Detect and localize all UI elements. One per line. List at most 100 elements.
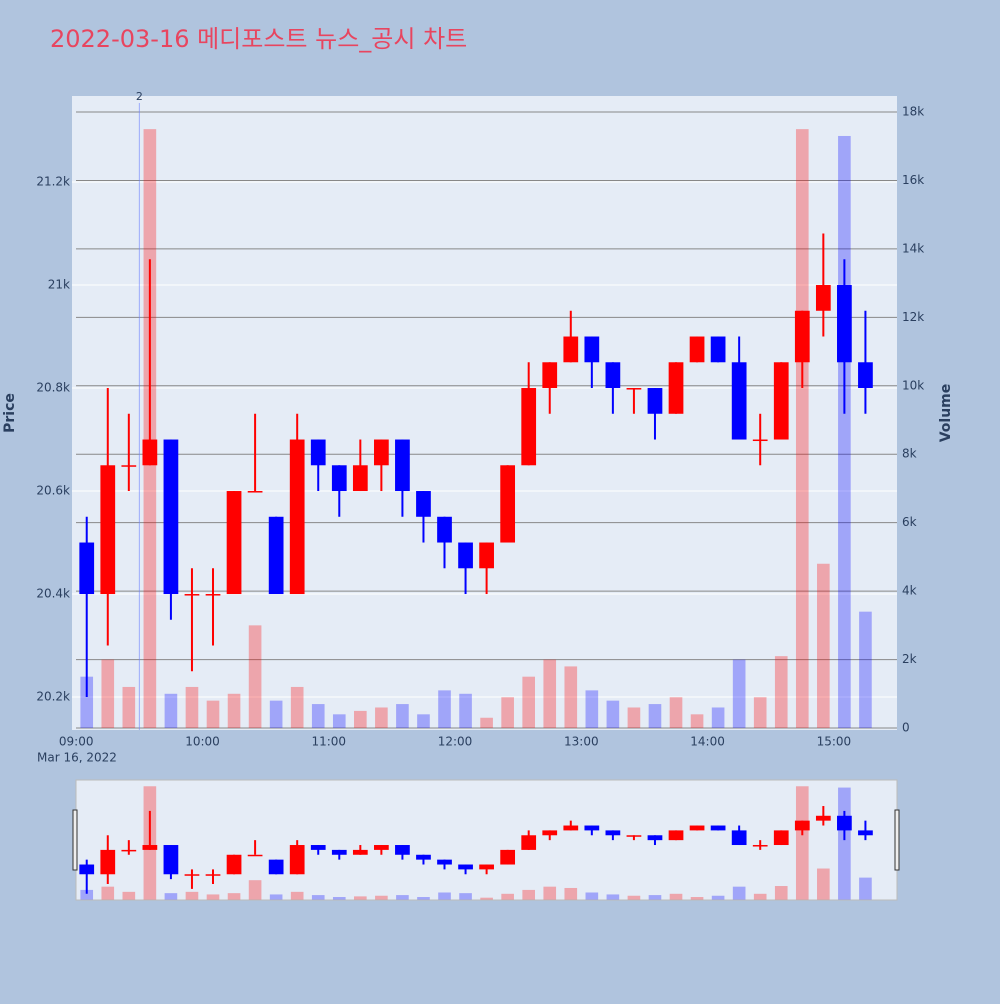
candle-body — [837, 285, 852, 363]
volume-bar — [206, 700, 220, 729]
slider-volume-bar — [269, 894, 283, 900]
candle-body — [416, 491, 431, 517]
slider-body — [626, 835, 642, 837]
y2-tick-label: 4k — [902, 584, 917, 598]
x-tick-label: 13:00 — [564, 735, 599, 749]
y2-tick-label: 10k — [902, 378, 924, 392]
volume-bar — [522, 676, 536, 729]
candle-body — [689, 336, 705, 363]
chart-title: 2022-03-16 메디포스트 뉴스_공시 차트 — [50, 25, 467, 53]
x-tick-label: 12:00 — [438, 735, 473, 749]
candle-body — [142, 439, 158, 466]
slider-body — [184, 874, 200, 876]
slider-body — [605, 830, 621, 836]
slider-body — [710, 825, 726, 831]
slider-body — [647, 835, 663, 841]
volume-bar — [480, 717, 493, 729]
candle-body — [647, 388, 663, 414]
y2-tick-label: 12k — [902, 310, 924, 324]
volume-bar — [290, 686, 304, 729]
candle-body — [352, 465, 368, 492]
volume-bar — [248, 625, 262, 729]
slider-volume-bar — [732, 886, 746, 900]
candle-body — [773, 362, 789, 440]
candle-body — [268, 516, 284, 595]
slider-volume-bar — [375, 895, 388, 900]
y2-tick-label: 16k — [902, 173, 924, 187]
slider-volume-bar — [838, 787, 851, 900]
slider-body — [437, 859, 452, 865]
volume-bar — [732, 659, 746, 729]
slider-body — [479, 864, 494, 870]
candle-body — [437, 516, 452, 543]
slider-body — [731, 830, 747, 846]
volume-bar — [185, 686, 199, 729]
slider-volume-bar — [354, 896, 367, 900]
slider-volume-bar — [332, 897, 346, 900]
y-tick-label: 21.2k — [36, 175, 70, 189]
slider-volume-bar — [101, 886, 115, 900]
x-sublabel: Mar 16, 2022 — [37, 751, 117, 765]
volume-bar — [417, 714, 430, 729]
slider-body — [858, 830, 873, 836]
slider-body — [226, 854, 242, 875]
volume-bar — [438, 690, 451, 729]
volume-bar — [501, 697, 514, 729]
slider-volume-bar — [311, 895, 325, 900]
slider-body — [268, 859, 284, 875]
slider-volume-bar — [80, 889, 94, 900]
y2-axis-title: Volume — [938, 384, 954, 443]
slider-body — [794, 820, 810, 831]
candle-body — [163, 439, 179, 595]
candle-body — [184, 594, 200, 596]
y-tick-label: 21k — [48, 278, 70, 292]
y2-tick-label: 14k — [902, 241, 924, 255]
volume-bar — [817, 563, 830, 729]
volume-bar — [164, 693, 178, 729]
slider-volume-bar — [248, 880, 262, 900]
slider-volume-bar — [290, 891, 304, 900]
slider-volume-bar — [501, 893, 514, 900]
slider-volume-bar — [522, 889, 536, 900]
y2-tick-label: 0 — [902, 721, 910, 735]
volume-bar — [311, 704, 325, 729]
candle-body — [563, 336, 579, 363]
volume-bar — [774, 656, 788, 729]
range-slider[interactable] — [75, 779, 898, 901]
candle-body — [858, 362, 873, 389]
slider-volume-bar — [648, 895, 662, 900]
volume-bar — [795, 129, 809, 729]
slider-volume-bar — [795, 786, 809, 900]
candle-body — [668, 362, 684, 414]
plot-area — [72, 96, 897, 730]
slider-body — [416, 854, 431, 860]
volume-bar — [669, 697, 683, 729]
candle-body — [289, 439, 305, 595]
candle-body — [605, 362, 621, 389]
slider-volume-bar — [164, 893, 178, 900]
x-tick-label: 15:00 — [817, 735, 852, 749]
slider-body — [163, 845, 179, 875]
y2-tick-label: 18k — [902, 105, 924, 119]
slider-body — [563, 825, 579, 831]
volume-bar — [101, 659, 115, 729]
candle-body — [500, 465, 516, 543]
slider-body — [205, 874, 221, 876]
slider-body — [310, 845, 326, 850]
slider-body — [815, 815, 831, 821]
volume-bar — [690, 714, 704, 729]
slider-volume-bar — [185, 891, 199, 900]
slider-volume-bar — [459, 893, 472, 900]
y2-tick-label: 2k — [902, 652, 917, 666]
slider-volume-bar — [711, 895, 725, 900]
volume-bar — [859, 611, 872, 729]
candle-body — [626, 388, 642, 390]
slider-body — [773, 830, 789, 846]
x-tick-label: 10:00 — [185, 735, 220, 749]
slider-volume-bar — [627, 895, 641, 900]
volume-bar — [585, 690, 599, 729]
y-tick-label: 20.8k — [36, 381, 70, 395]
volume-bar — [227, 693, 241, 729]
volume-bar — [396, 704, 409, 729]
